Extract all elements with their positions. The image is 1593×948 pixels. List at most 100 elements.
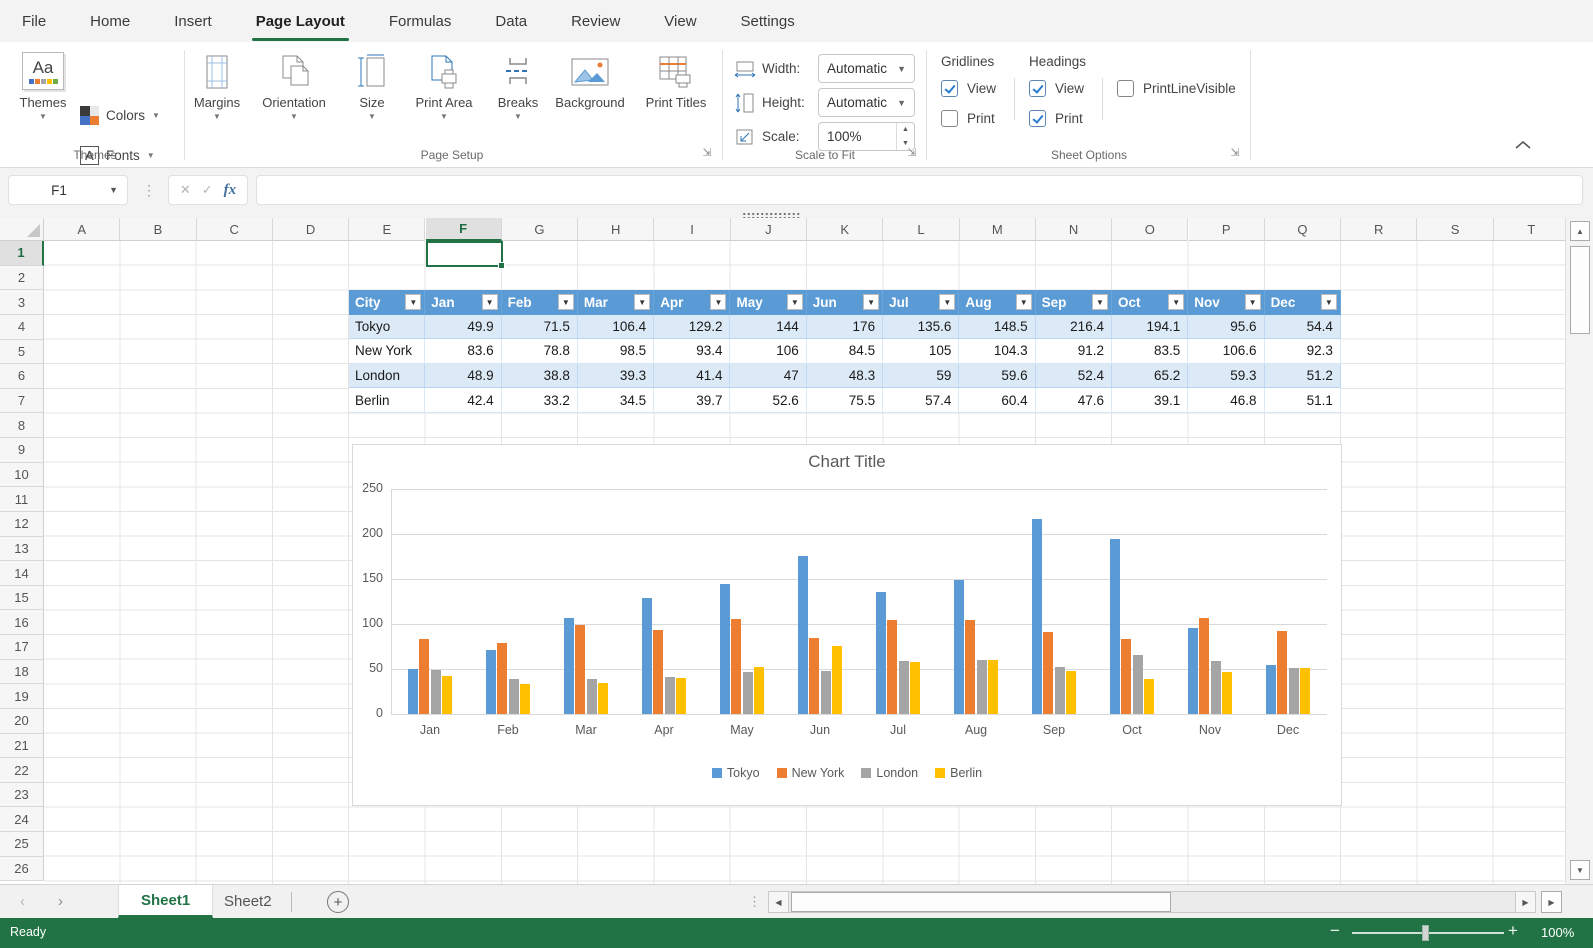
row-header-1[interactable]: 1 [0, 241, 44, 266]
width-dropdown[interactable]: Automatic ▼ [818, 54, 915, 83]
chart-bar-london[interactable] [1289, 668, 1299, 714]
chart-bar-london[interactable] [977, 660, 987, 714]
height-dropdown[interactable]: Automatic ▼ [818, 88, 915, 117]
chart-bar-berlin[interactable] [910, 662, 920, 714]
column-header-S[interactable]: S [1417, 218, 1493, 241]
table-cell-value[interactable]: 83.5 [1112, 339, 1188, 364]
enter-icon[interactable]: ✓ [202, 182, 213, 198]
chart-bar-new-york[interactable] [809, 638, 819, 714]
chart-bar-tokyo[interactable] [1188, 628, 1198, 714]
background-button[interactable]: Background [552, 52, 628, 110]
chart-bar-berlin[interactable] [598, 683, 608, 714]
row-header-12[interactable]: 12 [0, 512, 44, 537]
chart-bar-berlin[interactable] [754, 667, 764, 714]
filter-dropdown-icon[interactable]: ▼ [1092, 294, 1108, 310]
table-header-cell[interactable]: Jun▼ [807, 290, 883, 315]
row-header-15[interactable]: 15 [0, 586, 44, 611]
add-sheet-button[interactable]: + [327, 891, 349, 913]
themes-button[interactable]: Aa Themes ▼ [14, 52, 72, 121]
menu-tab-review[interactable]: Review [569, 9, 622, 34]
chart-bar-london[interactable] [431, 670, 441, 714]
table-cell-value[interactable]: 106.4 [578, 315, 654, 340]
row-header-13[interactable]: 13 [0, 537, 44, 562]
scale-input[interactable]: 100% ▲▼ [818, 122, 915, 151]
column-header-F[interactable]: F [426, 218, 502, 241]
formula-bar-grip-icon[interactable]: ⋮ [142, 175, 156, 205]
filter-dropdown-icon[interactable]: ▼ [710, 294, 726, 310]
table-cell-value[interactable]: 57.4 [883, 388, 959, 413]
print-area-button[interactable]: Print Area ▼ [406, 52, 482, 121]
column-header-N[interactable]: N [1036, 218, 1112, 241]
table-cell-value[interactable]: 33.2 [502, 388, 578, 413]
table-cell-value[interactable]: 59.3 [1188, 364, 1264, 389]
page-setup-dialog-launcher-icon[interactable]: ⇲ [700, 146, 714, 160]
table-cell-value[interactable]: 106.6 [1188, 339, 1264, 364]
horizontal-scrollbar-thumb[interactable] [791, 892, 1171, 912]
breaks-button[interactable]: Breaks ▼ [480, 52, 556, 121]
vertical-scrollbar[interactable]: ▲ ▼ [1565, 218, 1593, 884]
scroll-down-icon[interactable]: ▼ [1570, 860, 1590, 880]
chart-bar-london[interactable] [743, 672, 753, 714]
filter-dropdown-icon[interactable]: ▼ [634, 294, 650, 310]
row-header-25[interactable]: 25 [0, 832, 44, 857]
sheet-tab-sheet2[interactable]: Sheet2 [202, 885, 294, 918]
chart-bar-tokyo[interactable] [486, 650, 496, 714]
spin-up-icon[interactable]: ▲ [897, 123, 914, 137]
table-cell-city[interactable]: Tokyo [349, 315, 425, 340]
headings-print-checkbox[interactable]: Print [1029, 110, 1083, 127]
row-header-16[interactable]: 16 [0, 610, 44, 635]
insert-function-icon[interactable]: fx [224, 182, 237, 199]
row-header-24[interactable]: 24 [0, 807, 44, 832]
table-cell-value[interactable]: 52.6 [730, 388, 806, 413]
table-header-cell[interactable]: Apr▼ [654, 290, 730, 315]
row-header-6[interactable]: 6 [0, 364, 44, 389]
table-cell-city[interactable]: Berlin [349, 388, 425, 413]
menu-tab-data[interactable]: Data [493, 9, 529, 34]
table-cell-value[interactable]: 83.6 [425, 339, 501, 364]
table-cell-value[interactable]: 54.4 [1265, 315, 1341, 340]
table-cell-value[interactable]: 65.2 [1112, 364, 1188, 389]
table-header-cell[interactable]: City▼ [349, 290, 425, 315]
table-cell-value[interactable]: 135.6 [883, 315, 959, 340]
table-header-cell[interactable]: Aug▼ [959, 290, 1035, 315]
next-sheet-button[interactable]: › [58, 885, 63, 918]
column-header-L[interactable]: L [883, 218, 959, 241]
column-header-C[interactable]: C [197, 218, 273, 241]
table-cell-value[interactable]: 51.1 [1265, 388, 1341, 413]
table-cell-value[interactable]: 42.4 [425, 388, 501, 413]
column-header-H[interactable]: H [578, 218, 654, 241]
row-header-2[interactable]: 2 [0, 266, 44, 291]
row-header-19[interactable]: 19 [0, 684, 44, 709]
chart-bar-berlin[interactable] [1222, 672, 1232, 714]
filter-dropdown-icon[interactable]: ▼ [482, 294, 498, 310]
table-cell-value[interactable]: 93.4 [654, 339, 730, 364]
chart-bar-new-york[interactable] [1199, 618, 1209, 714]
table-cell-value[interactable]: 75.5 [807, 388, 883, 413]
chart-bar-london[interactable] [665, 677, 675, 714]
chart-bar-tokyo[interactable] [876, 592, 886, 714]
collapse-ribbon-button[interactable] [1513, 138, 1535, 154]
chart-bar-london[interactable] [587, 679, 597, 714]
column-header-O[interactable]: O [1112, 218, 1188, 241]
chart-bar-new-york[interactable] [653, 630, 663, 714]
filter-dropdown-icon[interactable]: ▼ [863, 294, 879, 310]
table-cell-value[interactable]: 104.3 [959, 339, 1035, 364]
chart-bar-new-york[interactable] [575, 625, 585, 714]
chart-bar-tokyo[interactable] [1032, 519, 1042, 714]
row-header-3[interactable]: 3 [0, 290, 44, 315]
table-cell-city[interactable]: New York [349, 339, 425, 364]
chart-bar-new-york[interactable] [419, 639, 429, 714]
chart-bar-berlin[interactable] [676, 678, 686, 714]
row-header-14[interactable]: 14 [0, 561, 44, 586]
select-all-corner[interactable] [0, 218, 44, 241]
column-header-D[interactable]: D [273, 218, 349, 241]
table-header-cell[interactable]: Mar▼ [578, 290, 654, 315]
table-cell-value[interactable]: 59.6 [959, 364, 1035, 389]
gridlines-print-checkbox[interactable]: Print [941, 110, 995, 127]
sheet-options-dialog-launcher-icon[interactable]: ⇲ [1228, 146, 1242, 160]
table-cell-value[interactable]: 39.3 [578, 364, 654, 389]
column-header-I[interactable]: I [654, 218, 730, 241]
row-header-23[interactable]: 23 [0, 783, 44, 808]
chart-bar-tokyo[interactable] [642, 598, 652, 714]
chart-bar-berlin[interactable] [1300, 668, 1310, 714]
